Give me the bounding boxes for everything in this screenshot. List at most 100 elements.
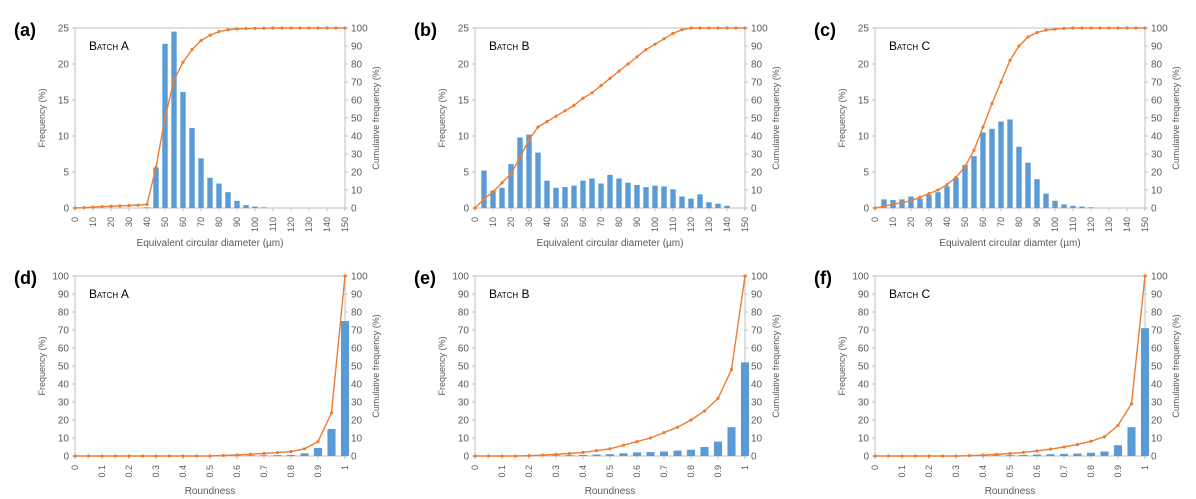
y2-tick-label: 0 — [351, 204, 357, 215]
x-tick-label: 0.3 — [151, 465, 161, 478]
bar — [727, 427, 736, 456]
cumulative-point — [491, 190, 495, 194]
cumulative-point — [1129, 402, 1134, 406]
y2-tick-label: 0 — [751, 452, 757, 463]
bar — [740, 362, 750, 456]
x-tick-label: 0.7 — [659, 465, 669, 478]
cumulative-point — [873, 206, 877, 210]
bar — [216, 183, 222, 208]
bar — [989, 128, 995, 208]
x-tick-label: 40 — [542, 217, 552, 227]
cumulative-point — [675, 425, 680, 429]
cumulative-point — [626, 62, 630, 66]
bar — [225, 192, 231, 208]
cumulative-point — [671, 31, 675, 35]
y-tick-label: 60 — [858, 344, 870, 355]
y2-tick-label: 90 — [751, 42, 763, 53]
y2-tick-label: 90 — [351, 290, 363, 301]
y-tick-label: 5 — [63, 168, 69, 179]
bar — [625, 182, 631, 208]
x-tick-label: 140 — [1122, 217, 1132, 232]
cumulative-point — [73, 206, 77, 210]
cumulative-point — [653, 42, 657, 46]
bar — [171, 31, 177, 208]
bar — [679, 196, 685, 208]
x-axis-label: Roundness — [585, 486, 636, 497]
y2-axis-label: Cumulative frequency (%) — [371, 314, 381, 418]
cumulative-point — [967, 454, 972, 458]
x-tick-label: 150 — [740, 217, 750, 232]
x-tick-label: 10 — [88, 217, 98, 227]
bar — [1127, 427, 1136, 456]
y2-tick-label: 0 — [751, 204, 757, 215]
cumulative-point — [1107, 26, 1111, 30]
cumulative-point — [1080, 26, 1084, 30]
chart-title: Batch C — [889, 287, 931, 301]
bar — [189, 128, 195, 208]
y-tick-label: 40 — [858, 380, 870, 391]
x-tick-label: 30 — [524, 217, 534, 227]
y-tick-label: 90 — [458, 290, 470, 301]
y2-tick-label: 10 — [351, 186, 363, 197]
panel-letter: (c) — [814, 20, 836, 40]
cumulative-point — [635, 440, 639, 444]
cumulative-point — [540, 453, 545, 457]
chart-title: Batch B — [489, 39, 530, 53]
cumulative-point — [500, 454, 504, 458]
bar — [998, 121, 1004, 208]
cumulative-point — [1134, 26, 1138, 30]
cumulative-point — [298, 26, 302, 30]
cumulative-point — [891, 202, 895, 206]
y2-tick-label: 90 — [1151, 42, 1163, 53]
cumulative-point — [918, 195, 922, 199]
bar — [661, 186, 667, 208]
bar — [499, 187, 505, 208]
cumulative-point — [536, 125, 540, 129]
bar — [544, 180, 550, 208]
bar — [686, 449, 696, 456]
cumulative-point — [262, 451, 266, 456]
cumulative-point — [1116, 26, 1120, 30]
bar — [953, 177, 959, 208]
bar — [481, 170, 487, 208]
chart-title: Batch C — [889, 39, 931, 53]
x-tick-label: 1 — [1140, 465, 1150, 470]
cumulative-point — [981, 125, 985, 129]
y2-tick-label: 70 — [1151, 78, 1163, 89]
bar — [980, 132, 986, 208]
x-tick-label: 40 — [942, 217, 952, 227]
x-tick-label: 1 — [740, 465, 750, 470]
y2-tick-label: 30 — [751, 398, 763, 409]
cumulative-point — [140, 454, 145, 458]
bar — [616, 178, 622, 208]
cumulative-point — [1017, 44, 1021, 48]
cumulative-point — [913, 454, 918, 458]
y2-axis-label: Cumulative frequency (%) — [771, 314, 781, 418]
x-tick-label: 10 — [488, 217, 498, 227]
bar — [207, 177, 213, 208]
y2-tick-label: 50 — [751, 114, 763, 125]
x-tick-label: 90 — [1032, 217, 1042, 227]
y-tick-label: 10 — [458, 434, 470, 445]
bar — [553, 187, 559, 208]
panel-letter: (b) — [414, 20, 437, 40]
bar — [535, 152, 541, 208]
y2-tick-label: 60 — [751, 344, 763, 355]
bar — [589, 178, 595, 208]
y-tick-label: 10 — [858, 434, 870, 445]
y2-tick-label: 60 — [1151, 96, 1163, 107]
bar — [490, 190, 496, 208]
bar — [881, 199, 887, 208]
cumulative-point — [572, 103, 576, 107]
cumulative-line — [75, 275, 346, 457]
cumulative-point — [109, 204, 113, 208]
y2-tick-label: 60 — [1151, 344, 1163, 355]
cumulative-point — [689, 26, 693, 30]
bar — [715, 203, 721, 208]
cumulative-point — [954, 454, 958, 458]
cumulative-point — [118, 204, 122, 208]
x-tick-label: 0.3 — [551, 465, 561, 478]
bar — [697, 194, 703, 208]
x-tick-label: 0 — [70, 465, 80, 470]
y2-tick-label: 80 — [1151, 308, 1163, 319]
